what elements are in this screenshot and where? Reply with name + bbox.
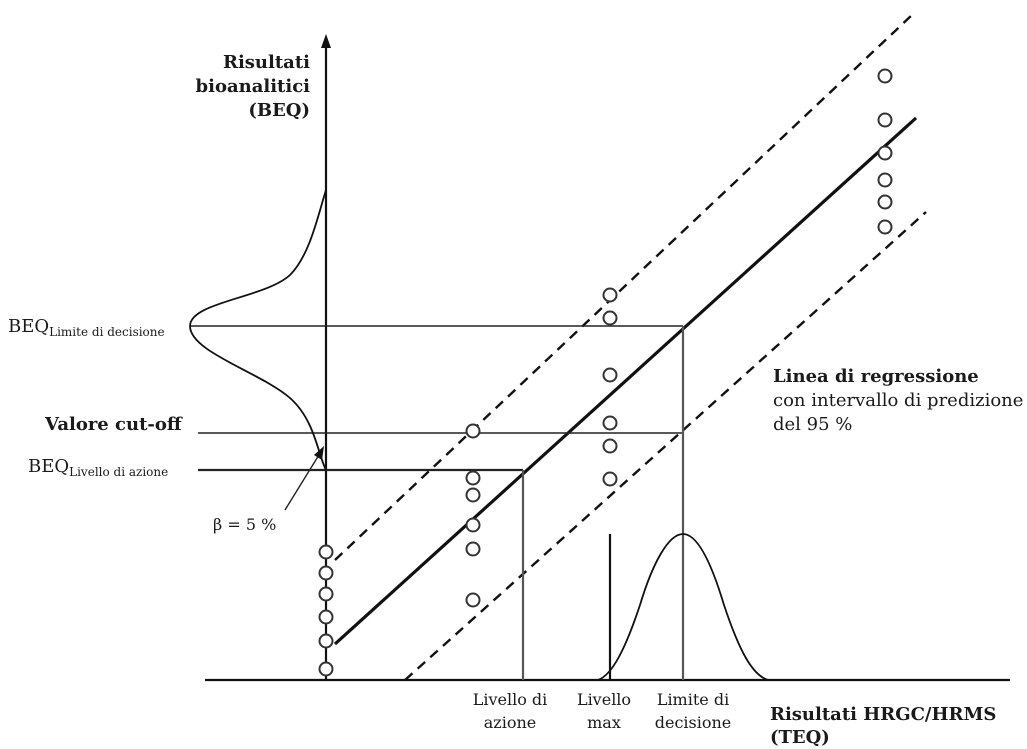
data-point bbox=[318, 565, 334, 581]
beta-arrow-head bbox=[314, 446, 324, 460]
y-axis-title-line: bioanalitici bbox=[196, 76, 311, 97]
beq-limite-label: BEQLimite di decisione bbox=[8, 316, 165, 339]
reference-distribution-curve bbox=[597, 533, 769, 681]
x-tick-livello-max: Livello max bbox=[577, 690, 631, 732]
y-axis-title-line: Risultati bbox=[223, 52, 310, 73]
legend-line: del 95 % bbox=[773, 414, 852, 435]
beq-limite-main: BEQ bbox=[8, 316, 49, 337]
points-cluster-2 bbox=[602, 287, 618, 487]
data-point bbox=[465, 592, 481, 608]
x-axis-title-line: (TEQ) bbox=[770, 727, 830, 748]
data-point bbox=[318, 586, 334, 602]
data-point bbox=[602, 367, 618, 383]
beq-limite-sub: Limite di decisione bbox=[49, 325, 165, 339]
points-cluster-3 bbox=[877, 68, 893, 235]
bioassay-distribution-curve bbox=[189, 189, 327, 471]
data-point bbox=[877, 219, 893, 235]
data-point bbox=[602, 438, 618, 454]
valore-cutoff-label: Valore cut-off bbox=[44, 414, 183, 435]
data-point bbox=[465, 487, 481, 503]
legend-line: con intervallo di predizione bbox=[773, 390, 1023, 411]
data-point bbox=[318, 661, 334, 677]
data-point bbox=[318, 633, 334, 649]
data-point bbox=[465, 423, 481, 439]
beta-arrow-line bbox=[284, 449, 323, 511]
data-point bbox=[602, 310, 618, 326]
regression-line bbox=[333, 116, 918, 646]
beq-livello-sub: Livello di azione bbox=[69, 465, 168, 479]
points-on-y-axis bbox=[318, 544, 334, 677]
x-axis-title-line: Risultati HRGC/HRMS bbox=[770, 704, 996, 725]
data-point bbox=[318, 609, 334, 625]
data-point bbox=[877, 112, 893, 128]
legend-title: Linea di regressione bbox=[773, 366, 979, 387]
data-point bbox=[877, 194, 893, 210]
regression-legend: Linea di regressione con intervallo di p… bbox=[773, 366, 1023, 435]
x-tick-limite-decisione: Limite di decisione bbox=[655, 690, 732, 732]
y-axis-arrow bbox=[321, 34, 331, 48]
points-cluster-1 bbox=[465, 423, 481, 608]
x-axis-title: Risultati HRGC/HRMS (TEQ) bbox=[770, 704, 996, 748]
data-point bbox=[602, 471, 618, 487]
beta-label: β = 5 % bbox=[213, 515, 276, 534]
x-tick-line: Livello bbox=[577, 690, 631, 709]
y-axis-title: Risultati bioanalitici (BEQ) bbox=[196, 52, 311, 121]
data-point bbox=[465, 541, 481, 557]
data-point bbox=[465, 517, 481, 533]
x-tick-livello-azione: Livello di azione bbox=[473, 690, 548, 732]
prediction-upper-line bbox=[334, 14, 913, 561]
x-tick-line: decisione bbox=[655, 713, 732, 732]
data-point bbox=[602, 287, 618, 303]
data-point bbox=[318, 544, 334, 560]
x-tick-line: Livello di bbox=[473, 690, 548, 709]
data-point bbox=[877, 68, 893, 84]
data-point bbox=[602, 415, 618, 431]
data-point bbox=[877, 172, 893, 188]
x-tick-line: max bbox=[587, 713, 621, 732]
data-point bbox=[465, 470, 481, 486]
x-tick-line: Limite di bbox=[657, 690, 729, 709]
beq-livello-label: BEQLivello di azione bbox=[28, 456, 168, 479]
data-point bbox=[877, 145, 893, 161]
beq-livello-main: BEQ bbox=[28, 456, 69, 477]
x-tick-line: azione bbox=[484, 713, 537, 732]
y-axis-title-line: (BEQ) bbox=[248, 100, 310, 121]
prediction-lower-line bbox=[404, 211, 927, 681]
